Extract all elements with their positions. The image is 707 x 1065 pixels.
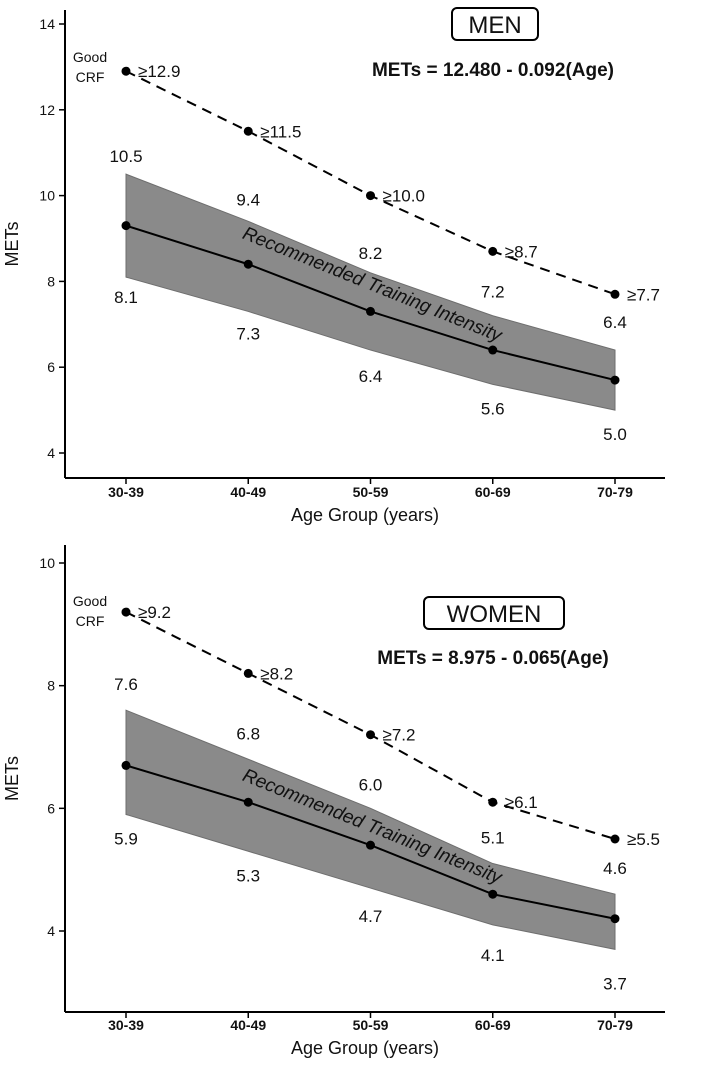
good-crf-value-label: ≥7.2 xyxy=(383,726,416,745)
y-tick-label: 10 xyxy=(39,188,55,204)
upper-value-label: 8.2 xyxy=(359,244,383,263)
recommended-point xyxy=(610,375,620,385)
recommended-band xyxy=(125,709,616,951)
upper-value-label: 6.8 xyxy=(236,724,260,743)
lower-value-label: 5.0 xyxy=(603,425,627,444)
good-crf-point xyxy=(366,191,375,201)
panel-title: MEN xyxy=(468,12,521,39)
y-tick-label: 4 xyxy=(47,445,55,461)
lower-value-label: 3.7 xyxy=(603,974,627,993)
good-crf-point xyxy=(243,668,253,678)
recommended-point xyxy=(121,221,131,231)
good-crf-value-label: ≥5.5 xyxy=(627,830,660,849)
upper-value-label: 6.4 xyxy=(603,313,627,332)
equation-label: METs = 8.975 - 0.065(Age) xyxy=(377,648,608,669)
recommended-point xyxy=(366,840,375,850)
upper-value-label: 7.2 xyxy=(481,283,505,302)
upper-value-label: 7.6 xyxy=(114,675,138,694)
x-tick-label: 70-79 xyxy=(597,484,633,500)
good-crf-point xyxy=(243,126,253,136)
recommended-point xyxy=(610,914,620,924)
recommended-point xyxy=(243,259,253,269)
good-crf-point xyxy=(366,730,375,740)
panel-title-box xyxy=(451,7,539,41)
recommended-point xyxy=(488,345,498,355)
good-crf-value-label: ≥9.2 xyxy=(138,603,171,622)
x-tick-label: 40-49 xyxy=(230,484,266,500)
lower-value-label: 6.4 xyxy=(359,367,383,386)
y-tick-label: 10 xyxy=(39,555,55,571)
chart-panel-men: Recommended Training Intensity≥12.9≥11.5… xyxy=(2,7,665,525)
x-tick-label: 60-69 xyxy=(475,484,511,500)
upper-value-label: 5.1 xyxy=(481,829,505,848)
good-crf-value-label: ≥6.1 xyxy=(505,793,538,812)
y-tick-label: 12 xyxy=(39,102,55,118)
y-axis-label: METs xyxy=(2,756,22,801)
lower-value-label: 4.1 xyxy=(481,946,505,965)
recommended-point xyxy=(488,889,498,899)
good-crf-value-label: ≥7.7 xyxy=(627,285,660,304)
lower-value-label: 5.6 xyxy=(481,399,505,418)
x-tick-label: 70-79 xyxy=(597,1017,633,1033)
lower-value-label: 5.3 xyxy=(236,866,260,885)
good-crf-point xyxy=(610,834,620,844)
upper-value-label: 9.4 xyxy=(236,190,260,209)
good-crf-value-label: ≥12.9 xyxy=(138,62,180,81)
y-tick-label: 8 xyxy=(47,678,55,694)
chart-panel-women: Recommended Training Intensity≥9.2≥8.2≥7… xyxy=(2,545,665,1058)
y-tick-label: 8 xyxy=(47,273,55,289)
x-tick-label: 30-39 xyxy=(108,1017,144,1033)
good-crf-point xyxy=(488,246,498,256)
x-tick-label: 40-49 xyxy=(230,1017,266,1033)
x-tick-label: 50-59 xyxy=(353,484,389,500)
x-tick-label: 60-69 xyxy=(475,1017,511,1033)
good-crf-point xyxy=(121,66,131,76)
y-axis-label: METs xyxy=(2,222,22,267)
good-crf-label-line1: Good xyxy=(73,49,107,65)
lower-value-label: 5.9 xyxy=(114,829,138,848)
x-axis-label: Age Group (years) xyxy=(291,1038,439,1058)
good-crf-value-label: ≥10.0 xyxy=(383,187,425,206)
good-crf-value-label: ≥8.2 xyxy=(260,664,293,683)
upper-value-label: 10.5 xyxy=(109,147,142,166)
lower-value-label: 7.3 xyxy=(236,324,260,343)
x-tick-label: 50-59 xyxy=(353,1017,389,1033)
good-crf-point xyxy=(488,797,498,807)
good-crf-value-label: ≥8.7 xyxy=(505,242,538,261)
good-crf-label-line2: CRF xyxy=(76,613,105,629)
y-tick-label: 4 xyxy=(47,923,55,939)
upper-value-label: 4.6 xyxy=(603,859,627,878)
lower-value-label: 8.1 xyxy=(114,288,138,307)
x-axis-label: Age Group (years) xyxy=(291,505,439,525)
y-tick-label: 6 xyxy=(47,359,55,375)
y-tick-label: 6 xyxy=(47,800,55,816)
good-crf-label-line1: Good xyxy=(73,593,107,609)
recommended-point xyxy=(366,306,375,316)
recommended-point xyxy=(121,760,131,770)
good-crf-value-label: ≥11.5 xyxy=(260,122,301,141)
y-tick-label: 14 xyxy=(39,16,55,32)
good-crf-point xyxy=(610,289,620,299)
equation-label: METs = 12.480 - 0.092(Age) xyxy=(372,60,614,81)
panel-title: WOMEN xyxy=(447,601,542,628)
upper-value-label: 6.0 xyxy=(359,775,383,794)
lower-value-label: 4.7 xyxy=(359,907,383,926)
x-tick-label: 30-39 xyxy=(108,484,144,500)
good-crf-label-line2: CRF xyxy=(76,69,105,85)
recommended-point xyxy=(243,797,253,807)
good-crf-point xyxy=(121,607,131,617)
panel-title-box xyxy=(423,596,565,630)
